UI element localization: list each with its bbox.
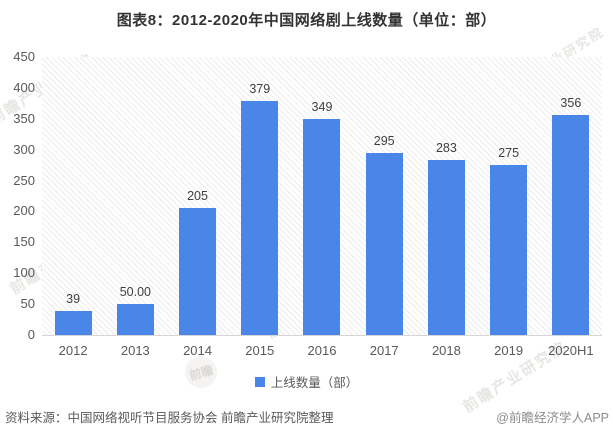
x-axis-label: 2019 [494, 343, 524, 358]
x-axis-label: 2018 [431, 343, 461, 358]
bar-group: 50.00 [104, 57, 166, 335]
legend: 上线数量（部） [0, 372, 613, 391]
source-note: 资料来源：中国网络视听节目服务协会 前瞻产业研究院整理 [5, 411, 334, 425]
bar-value-label: 283 [435, 141, 457, 156]
bar [365, 152, 403, 335]
y-axis-tick-label: 450 [13, 49, 35, 64]
bar-group: 205 [166, 57, 228, 335]
bar [116, 304, 154, 335]
bar-value-label: 356 [560, 96, 582, 111]
x-axis-label: 2016 [307, 343, 337, 358]
y-axis-tick-label: 150 [13, 234, 35, 250]
bar [552, 115, 590, 335]
bar-value-label: 379 [249, 81, 271, 96]
x-axis-labels: 2012 2013 2014 2015 2016 2017 2018 2019 2020H1 [42, 343, 602, 358]
bar-value-label: 275 [498, 146, 520, 161]
credit-note: @前瞻经济学人APP [496, 411, 609, 425]
y-axis-tick-label: 100 [13, 265, 35, 281]
plot-area: 39 50.00 205 379 349 295 283 275 356 [42, 57, 602, 336]
y-axis-tick-label: 200 [13, 203, 35, 219]
bar-group: 349 [291, 57, 353, 335]
bar-group: 356 [540, 57, 602, 335]
bar [54, 310, 92, 335]
chart-title: 图表8：2012-2020年中国网络剧上线数量（单位：部） [116, 12, 497, 29]
bar-group: 379 [229, 57, 291, 335]
bar [303, 119, 341, 335]
bar-value-label: 205 [187, 189, 208, 204]
bar-group: 39 [42, 57, 104, 335]
bar-value-label: 50.00 [119, 285, 151, 300]
bar-group: 275 [478, 57, 540, 335]
bar-value-label: 39 [66, 291, 81, 306]
x-axis-label: 2014 [183, 343, 212, 358]
bar-value-label: 349 [311, 100, 333, 115]
bar [241, 100, 279, 335]
x-axis-label: 2013 [120, 343, 150, 358]
legend-label: 上线数量（部） [270, 376, 359, 390]
x-axis-label: 2017 [369, 343, 399, 358]
y-axis-tick-label: 300 [13, 141, 35, 157]
y-axis: 450 400 350 300 250 200 150 100 50 0 [0, 49, 35, 342]
x-axis-label: 2012 [58, 343, 88, 358]
y-axis-tick-label: 400 [13, 79, 35, 95]
x-axis-label: 2020H1 [548, 343, 594, 358]
y-axis-tick-label: 0 [27, 327, 35, 342]
bar-value-label: 295 [373, 133, 395, 148]
legend-marker-icon [254, 376, 265, 387]
bar [427, 160, 465, 335]
bar [179, 208, 217, 335]
bar [490, 165, 528, 335]
y-axis-tick-label: 250 [13, 172, 35, 188]
bar-group: 283 [415, 57, 477, 335]
x-axis-label: 2015 [245, 343, 275, 358]
y-axis-tick-label: 50 [20, 296, 35, 312]
y-axis-tick-label: 350 [13, 110, 35, 126]
bar-group: 295 [353, 57, 415, 335]
